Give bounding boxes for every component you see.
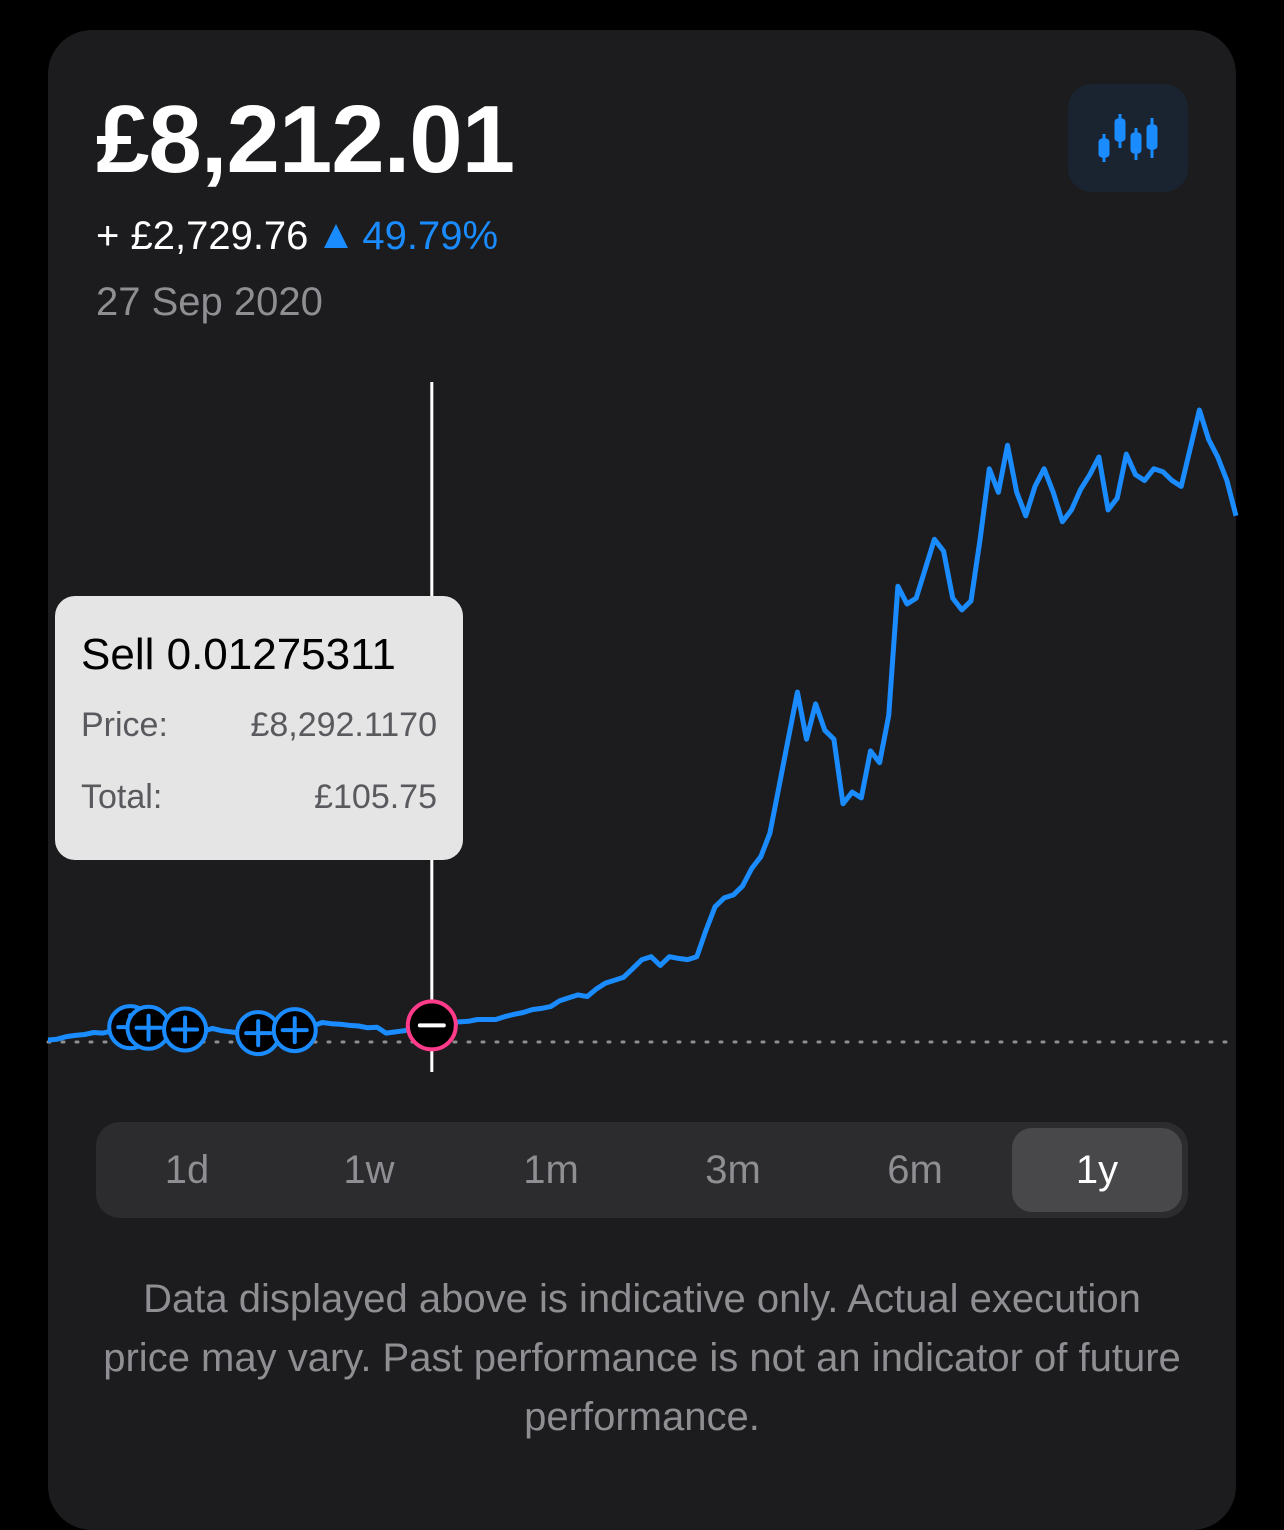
- disclaimer-text: Data displayed above is indicative only.…: [103, 1277, 1181, 1439]
- tooltip-total-row: Total: £105.75: [81, 778, 437, 817]
- candlestick-chart-icon: [1098, 114, 1158, 162]
- buy-marker-2[interactable]: [162, 1006, 209, 1053]
- tooltip-price-row: Price: £8,292.1170: [81, 706, 437, 745]
- selected-date: 27 Sep 2020: [96, 280, 323, 324]
- triangle-up-icon: [324, 224, 349, 248]
- tooltip-total-value: £105.75: [314, 778, 437, 816]
- tooltip-title: Sell 0.01275311: [81, 630, 396, 679]
- change-amount: + £2,729.76: [96, 214, 309, 258]
- chart-type-button[interactable]: [1068, 84, 1188, 192]
- tooltip-price-label: Price:: [81, 706, 168, 744]
- range-tab-6m[interactable]: 6m: [887, 1148, 943, 1192]
- range-tab-1m[interactable]: 1m: [523, 1148, 579, 1192]
- buy-marker-4[interactable]: [271, 1007, 318, 1054]
- price-chart[interactable]: [0, 0, 1284, 1100]
- trade-tooltip: Sell 0.01275311 Price: £8,292.1170 Total…: [55, 596, 463, 860]
- time-range-selector: 1d 1w 1m 3m 6m 1y: [96, 1122, 1188, 1218]
- change-row: + £2,729.76 49.79%: [96, 214, 498, 258]
- range-tab-1d[interactable]: 1d: [164, 1148, 210, 1192]
- tooltip-total-label: Total:: [81, 778, 163, 816]
- portfolio-value: £8,212.01: [96, 86, 515, 193]
- range-tab-3m[interactable]: 3m: [705, 1148, 761, 1192]
- tooltip-price-value: £8,292.1170: [250, 706, 437, 744]
- range-tab-1y[interactable]: 1y: [1012, 1128, 1182, 1212]
- sell-marker-5[interactable]: [405, 999, 458, 1052]
- change-percent: 49.79%: [362, 214, 499, 258]
- range-tab-1w[interactable]: 1w: [343, 1148, 395, 1192]
